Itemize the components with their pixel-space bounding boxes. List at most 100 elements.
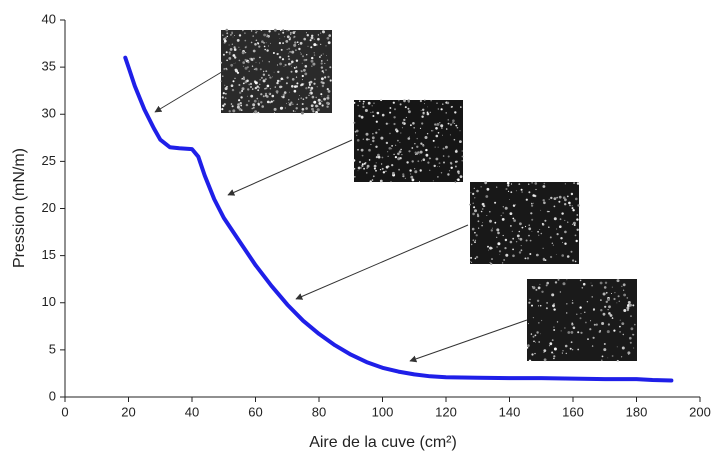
speckle bbox=[266, 49, 269, 52]
speckle bbox=[402, 173, 405, 176]
speckle bbox=[434, 146, 436, 148]
speckle bbox=[248, 100, 250, 102]
speckle bbox=[222, 53, 225, 56]
speckle bbox=[404, 177, 407, 180]
speckle bbox=[328, 34, 332, 37]
speckle bbox=[512, 248, 514, 251]
speckle bbox=[509, 240, 513, 244]
speckle bbox=[428, 157, 431, 160]
speckle bbox=[608, 312, 611, 315]
speckle bbox=[634, 323, 636, 326]
speckle bbox=[301, 103, 304, 105]
speckle bbox=[375, 145, 378, 148]
speckle bbox=[425, 148, 428, 152]
speckle bbox=[567, 331, 571, 334]
speckle bbox=[252, 57, 255, 60]
speckle bbox=[264, 88, 266, 90]
speckle bbox=[290, 33, 292, 36]
speckle bbox=[561, 254, 564, 257]
speckle bbox=[372, 139, 375, 143]
speckle bbox=[288, 52, 290, 54]
inset-image bbox=[470, 182, 579, 264]
speckle bbox=[452, 122, 454, 124]
speckle bbox=[250, 41, 253, 44]
speckle bbox=[399, 157, 402, 160]
speckle bbox=[295, 59, 299, 62]
speckle bbox=[389, 111, 392, 114]
speckle bbox=[257, 103, 260, 106]
speckle bbox=[266, 84, 270, 88]
speckle bbox=[264, 48, 267, 51]
speckle bbox=[258, 86, 261, 89]
speckle bbox=[409, 169, 412, 172]
speckle bbox=[480, 210, 483, 213]
speckle bbox=[260, 29, 263, 31]
speckle bbox=[480, 186, 482, 188]
speckle bbox=[392, 101, 395, 104]
speckle bbox=[320, 62, 323, 65]
speckle bbox=[246, 95, 248, 97]
speckle bbox=[357, 104, 359, 107]
arrow bbox=[409, 319, 528, 363]
speckle bbox=[537, 254, 539, 256]
speckle bbox=[483, 205, 486, 207]
speckle bbox=[298, 98, 300, 100]
speckle bbox=[279, 85, 282, 89]
speckle bbox=[391, 164, 394, 167]
speckle bbox=[538, 234, 540, 236]
speckle bbox=[424, 136, 428, 139]
speckle bbox=[548, 345, 550, 347]
speckle bbox=[263, 33, 266, 37]
speckle bbox=[283, 36, 286, 38]
speckle bbox=[408, 150, 411, 153]
x-tick-label: 0 bbox=[61, 404, 68, 419]
speckle bbox=[535, 288, 538, 291]
speckle bbox=[507, 190, 510, 192]
speckle bbox=[617, 295, 620, 298]
speckle bbox=[605, 291, 608, 294]
speckle bbox=[303, 58, 306, 62]
speckle bbox=[491, 258, 493, 260]
speckle bbox=[561, 212, 564, 215]
speckle bbox=[250, 94, 254, 98]
speckle bbox=[442, 155, 445, 157]
speckle bbox=[266, 34, 268, 36]
speckle bbox=[224, 39, 227, 43]
speckle bbox=[294, 41, 297, 44]
speckle bbox=[294, 70, 298, 73]
speckle bbox=[326, 101, 329, 105]
speckle bbox=[515, 241, 518, 243]
speckle bbox=[239, 91, 242, 94]
speckle bbox=[321, 84, 325, 88]
speckle bbox=[329, 66, 332, 69]
speckle bbox=[375, 156, 378, 159]
speckle bbox=[472, 192, 475, 195]
speckle bbox=[234, 35, 235, 36]
speckle bbox=[317, 34, 320, 36]
speckle bbox=[416, 137, 418, 140]
speckle bbox=[489, 246, 493, 250]
speckle bbox=[421, 115, 424, 118]
speckle bbox=[223, 103, 226, 106]
speckle bbox=[326, 88, 329, 91]
speckle bbox=[613, 329, 616, 332]
speckle bbox=[373, 164, 377, 168]
speckle bbox=[262, 95, 265, 98]
speckle bbox=[519, 237, 523, 241]
speckle bbox=[424, 99, 426, 101]
speckle bbox=[319, 56, 321, 58]
y-tick-label: 10 bbox=[42, 294, 56, 309]
speckle bbox=[566, 195, 569, 198]
speckle bbox=[311, 56, 314, 60]
speckle bbox=[611, 355, 614, 357]
speckle bbox=[618, 300, 620, 302]
speckle bbox=[302, 55, 304, 58]
speckle bbox=[489, 261, 491, 263]
speckle bbox=[259, 68, 262, 71]
speckle bbox=[286, 30, 288, 32]
speckle bbox=[373, 102, 375, 104]
speckle bbox=[258, 45, 261, 48]
speckle bbox=[572, 209, 575, 212]
speckle bbox=[313, 38, 315, 40]
